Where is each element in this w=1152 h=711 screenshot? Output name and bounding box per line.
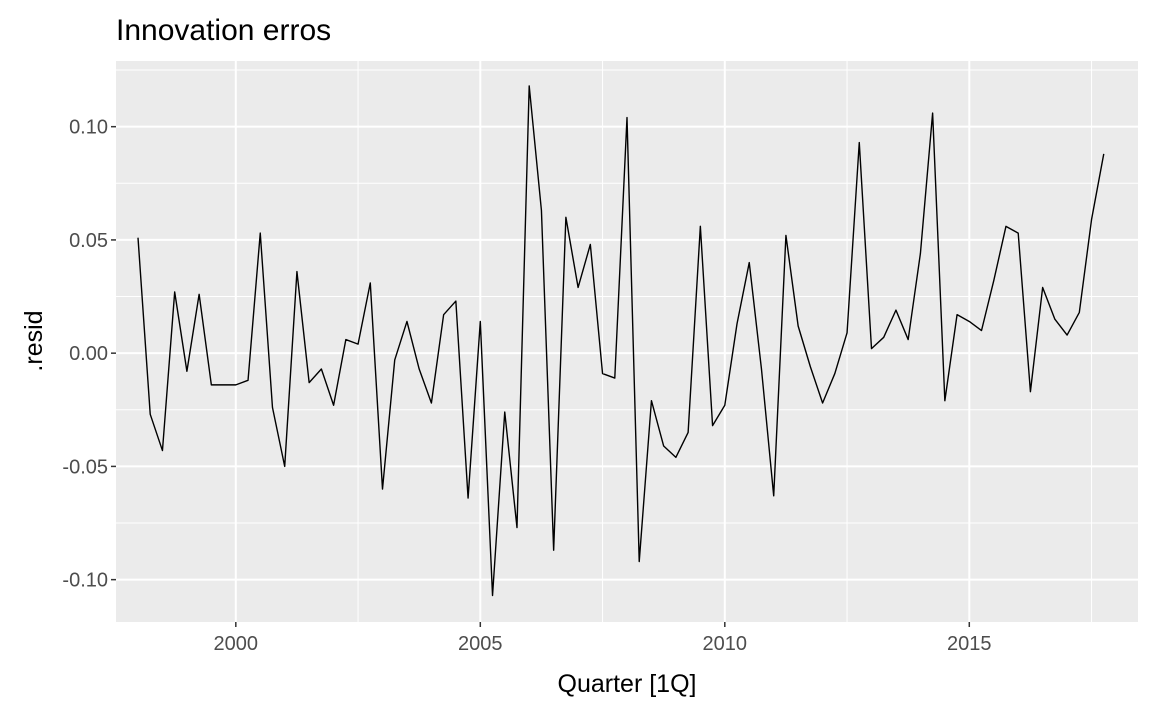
x-axis-title: Quarter [1Q] bbox=[558, 670, 697, 698]
y-tick-label: 0.05 bbox=[69, 230, 108, 252]
y-tick-label: 0.00 bbox=[69, 343, 108, 365]
y-tick-label: 0.10 bbox=[69, 117, 108, 139]
residual-line bbox=[137, 85, 1105, 597]
plot-panel bbox=[116, 61, 1138, 622]
minor-gridlines bbox=[116, 61, 1138, 622]
y-tick-label: -0.10 bbox=[62, 570, 108, 592]
x-tick-label: 2015 bbox=[947, 633, 992, 655]
x-tick-label: 2005 bbox=[458, 633, 503, 655]
x-tick-label: 2000 bbox=[214, 633, 259, 655]
y-axis-title: .resid bbox=[20, 310, 48, 371]
x-axis-ticks: 2000 2005 2010 2015 bbox=[214, 622, 992, 655]
chart-title: Innovation erros bbox=[116, 14, 331, 47]
y-axis-ticks: -0.10 -0.05 0.00 0.05 0.10 bbox=[62, 117, 116, 592]
y-tick-label: -0.05 bbox=[62, 456, 108, 478]
x-tick-label: 2010 bbox=[703, 633, 748, 655]
